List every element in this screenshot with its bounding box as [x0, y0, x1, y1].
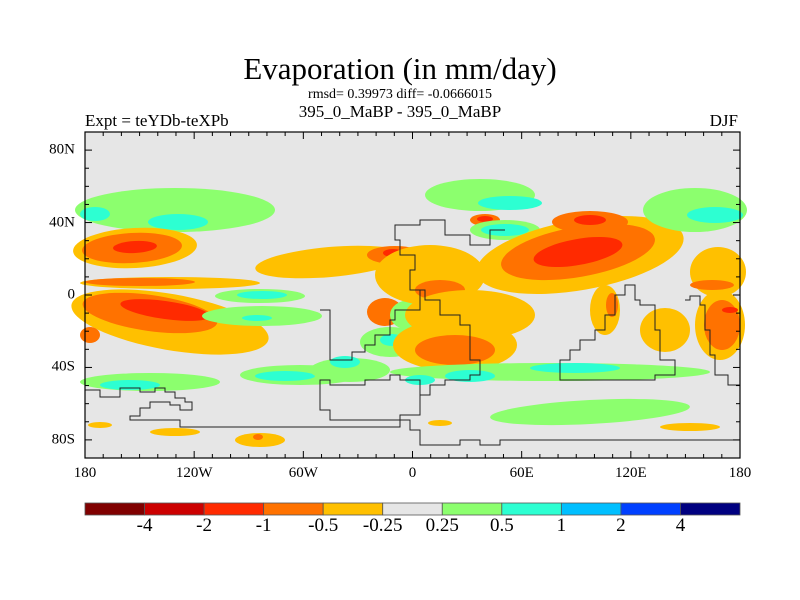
- colorbar-box: [441, 502, 503, 516]
- lat-label: 40S: [51, 358, 75, 375]
- contour-region: [574, 215, 606, 225]
- coastline: [85, 387, 740, 446]
- colorbar-label: -2: [196, 515, 212, 536]
- lon-label: 180: [73, 465, 97, 481]
- contour-region: [640, 308, 690, 352]
- contour-region: [75, 188, 275, 232]
- season-label: DJF: [709, 111, 738, 130]
- contour-region: [80, 207, 110, 221]
- contour-region: [330, 356, 360, 368]
- lon-label: 120W: [175, 465, 213, 481]
- contour-region: [478, 196, 542, 210]
- colorbar-box: [84, 502, 145, 516]
- contour-region: [477, 216, 493, 222]
- contour-region: [120, 299, 210, 321]
- contour-region: [148, 214, 208, 230]
- lon-label: 0: [408, 465, 417, 481]
- contour-region: [428, 420, 452, 426]
- contour-region: [255, 371, 315, 381]
- contour-region: [704, 300, 740, 350]
- colorbar-label: 0.25: [425, 515, 459, 536]
- contour-region: [687, 207, 743, 223]
- colorbar-label: -1: [255, 515, 272, 536]
- colorbar-label: 0.5: [489, 515, 514, 536]
- lat-label: 40N: [49, 214, 75, 231]
- contour-region: [237, 291, 287, 299]
- colorbar-label: -0.5: [308, 515, 339, 536]
- contour-region: [606, 293, 618, 317]
- experiment-label: Expt = teYDb-teXPb: [85, 111, 229, 130]
- lon-label: 60E: [509, 465, 534, 481]
- contour-region: [690, 280, 734, 290]
- contour-region: [310, 358, 390, 382]
- lat-label: 80N: [49, 141, 75, 158]
- colorbar-box: [620, 502, 681, 516]
- plot-title: Evaporation (in mm/day): [243, 51, 557, 86]
- coastline: [559, 284, 676, 381]
- coastline: [320, 219, 505, 361]
- colorbar-label: -0.25: [362, 515, 403, 536]
- lon-label: 60W: [288, 465, 318, 481]
- colorbar-box: [501, 502, 562, 516]
- colorbar-label: 2: [616, 515, 626, 536]
- contour-region: [722, 307, 738, 313]
- lon-label: 120E: [614, 465, 647, 481]
- contour-region: [660, 423, 720, 431]
- colorbar-box: [263, 502, 324, 516]
- contour-region: [253, 434, 263, 440]
- coastline: [685, 295, 740, 386]
- contour-region: [235, 433, 285, 447]
- contour-region: [88, 422, 112, 428]
- contour-region: [530, 363, 620, 373]
- colorbar-box: [322, 502, 384, 516]
- contour-region: [113, 240, 157, 254]
- coastline: [420, 289, 481, 396]
- contour-region: [80, 327, 100, 343]
- colorbar-box: [680, 502, 741, 516]
- colorbar-label: 4: [675, 515, 686, 536]
- coastline: [319, 374, 421, 421]
- colorbar-box: [382, 502, 443, 516]
- contour-region: [100, 380, 160, 390]
- contour-region: [415, 335, 495, 365]
- lat-label: 80S: [51, 431, 75, 448]
- colorbar-box: [203, 502, 265, 516]
- colorbar-label: 1: [556, 515, 567, 536]
- colorbar-label: -4: [136, 515, 153, 536]
- lat-label: 0: [67, 286, 76, 303]
- colorbar-box: [144, 502, 205, 516]
- models-subtitle: 395_0_MaBP - 395_0_MaBP: [298, 102, 502, 121]
- contour-region: [150, 428, 200, 436]
- contour-region: [85, 278, 195, 286]
- contour-region: [533, 237, 623, 267]
- stats-subtitle: rmsd= 0.39973 diff= -0.0666015: [308, 87, 492, 102]
- colorbar-box: [560, 502, 622, 516]
- lon-label: 180: [728, 465, 752, 481]
- contour-region: [242, 315, 272, 321]
- contour-region: [490, 398, 690, 426]
